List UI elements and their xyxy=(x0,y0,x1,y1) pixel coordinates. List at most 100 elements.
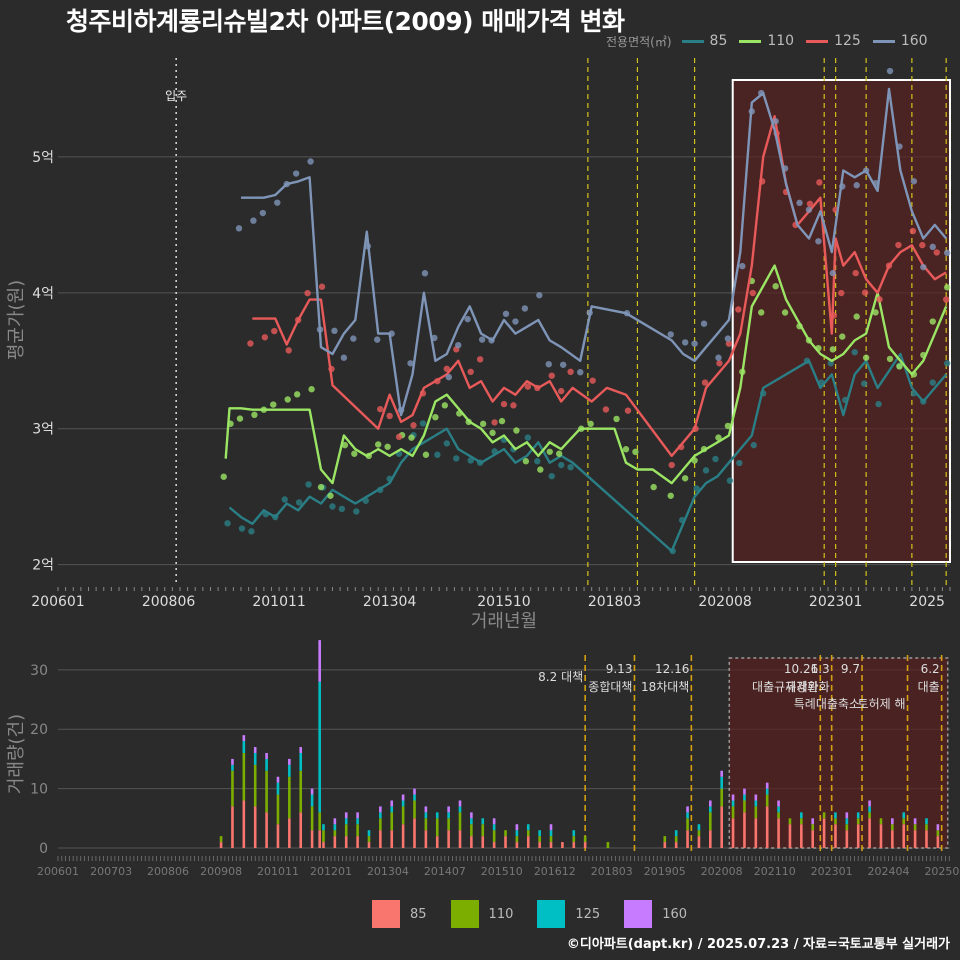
data-point-85 xyxy=(419,420,427,427)
bar-segment-85 xyxy=(549,842,553,848)
bar-stack xyxy=(242,735,246,848)
bar-segment-110 xyxy=(242,752,246,801)
bar-segment-160 xyxy=(754,794,758,801)
bar-segment-85 xyxy=(356,836,359,848)
data-point-160 xyxy=(929,243,936,251)
bar-segment-160 xyxy=(276,776,280,783)
data-point-110 xyxy=(522,458,530,465)
policy-marker-label: 대출규제강화 xyxy=(752,680,818,694)
data-point-160 xyxy=(772,118,779,125)
bar-segment-125 xyxy=(310,794,314,807)
highlight-box xyxy=(731,79,952,563)
bar-segment-85 xyxy=(891,830,894,848)
bar-segment-110 xyxy=(686,818,689,831)
bar-x-tick-label: 201407 xyxy=(424,865,466,878)
bar-segment-85 xyxy=(333,836,337,848)
bar-segment-160 xyxy=(265,752,268,759)
bar-stack xyxy=(936,824,940,848)
bar-stack xyxy=(663,836,667,848)
bar-segment-110 xyxy=(788,818,792,825)
bar-x-tick-label: 201510 xyxy=(481,865,523,878)
bar-segment-85 xyxy=(242,800,246,848)
data-point-160 xyxy=(464,315,471,323)
bar-stack xyxy=(447,806,450,848)
data-point-85 xyxy=(524,434,532,441)
bar-segment-85 xyxy=(231,806,234,848)
data-point-125 xyxy=(749,289,756,297)
bar-stack xyxy=(788,818,792,848)
data-point-85 xyxy=(875,400,882,408)
series-line-85 xyxy=(228,352,948,553)
data-point-125 xyxy=(942,296,950,303)
bar-segment-160 xyxy=(231,758,234,765)
data-point-110 xyxy=(715,434,722,441)
bar-segment-125 xyxy=(731,800,735,807)
bar-segment-110 xyxy=(891,824,894,831)
bar-stack xyxy=(413,788,416,848)
data-point-110 xyxy=(943,284,951,291)
data-point-125 xyxy=(861,289,869,296)
data-point-85 xyxy=(329,503,336,510)
legend-label-125: 125 xyxy=(834,33,861,49)
bar-segment-125 xyxy=(458,806,462,813)
bar-segment-110 xyxy=(720,788,723,807)
bar-segment-85 xyxy=(720,806,723,848)
bar-segment-110 xyxy=(754,806,758,819)
data-point-85 xyxy=(248,528,255,535)
bar-segment-85 xyxy=(754,818,758,848)
bar-stack xyxy=(458,800,462,848)
data-point-110 xyxy=(284,396,291,403)
bar-segment-110 xyxy=(538,836,541,843)
data-point-110 xyxy=(650,483,657,491)
bar-segment-110 xyxy=(253,764,257,807)
bar-stack xyxy=(709,800,712,848)
bar-segment-160 xyxy=(731,794,735,801)
legend-bottom-swatch-125 xyxy=(537,900,566,928)
chart-title: 청주비하계룡리슈빌2차 아파트(2009) 매매가격 변화 xyxy=(66,7,625,36)
bar-segment-110 xyxy=(800,818,803,825)
data-point-110 xyxy=(872,309,879,316)
bar-segment-85 xyxy=(504,836,507,848)
bar-stack xyxy=(925,818,928,848)
bar-segment-160 xyxy=(686,806,689,813)
data-point-160 xyxy=(350,335,357,342)
bar-x-tick-label: 201803 xyxy=(591,865,633,878)
bar-segment-125 xyxy=(470,818,473,825)
data-point-125 xyxy=(816,179,823,186)
bar-segment-125 xyxy=(356,818,359,825)
policy-marker-label: 18차대책 xyxy=(641,679,689,694)
series-line-110 xyxy=(224,264,948,485)
data-point-125 xyxy=(852,269,859,277)
bar-segment-110 xyxy=(765,794,769,807)
data-point-160 xyxy=(292,170,300,177)
bar-stack xyxy=(265,752,268,848)
bar-segment-125 xyxy=(526,824,530,831)
data-point-85 xyxy=(702,467,710,474)
data-point-125 xyxy=(524,383,532,390)
bar-segment-110 xyxy=(318,812,321,831)
data-point-110 xyxy=(432,413,439,421)
bar-segment-85 xyxy=(299,812,303,848)
bar-highlight-box xyxy=(728,657,949,849)
data-point-110 xyxy=(781,309,789,316)
bar-stack xyxy=(310,788,314,848)
bar-segment-85 xyxy=(561,842,564,848)
bar-segment-85 xyxy=(344,836,348,848)
x-tick-label: 201803 xyxy=(588,594,641,610)
bar-stack xyxy=(481,818,485,848)
footer-credit: ©디아파트(dapt.kr) / 2025.07.23 / 자료=국토교통부 실… xyxy=(566,937,950,952)
data-point-85 xyxy=(281,496,288,503)
data-point-160 xyxy=(307,158,314,165)
data-point-125 xyxy=(500,400,508,408)
bar-stack xyxy=(379,806,382,848)
bar-segment-85 xyxy=(743,812,746,848)
bar-stack xyxy=(344,812,348,848)
data-point-85 xyxy=(305,481,312,488)
data-point-110 xyxy=(537,466,544,473)
data-point-85 xyxy=(726,477,734,484)
data-point-85 xyxy=(557,461,565,469)
bar-segment-160 xyxy=(288,758,291,765)
bar-segment-110 xyxy=(822,812,826,819)
x-tick-label: 201011 xyxy=(252,594,305,610)
bar-segment-85 xyxy=(811,830,815,848)
